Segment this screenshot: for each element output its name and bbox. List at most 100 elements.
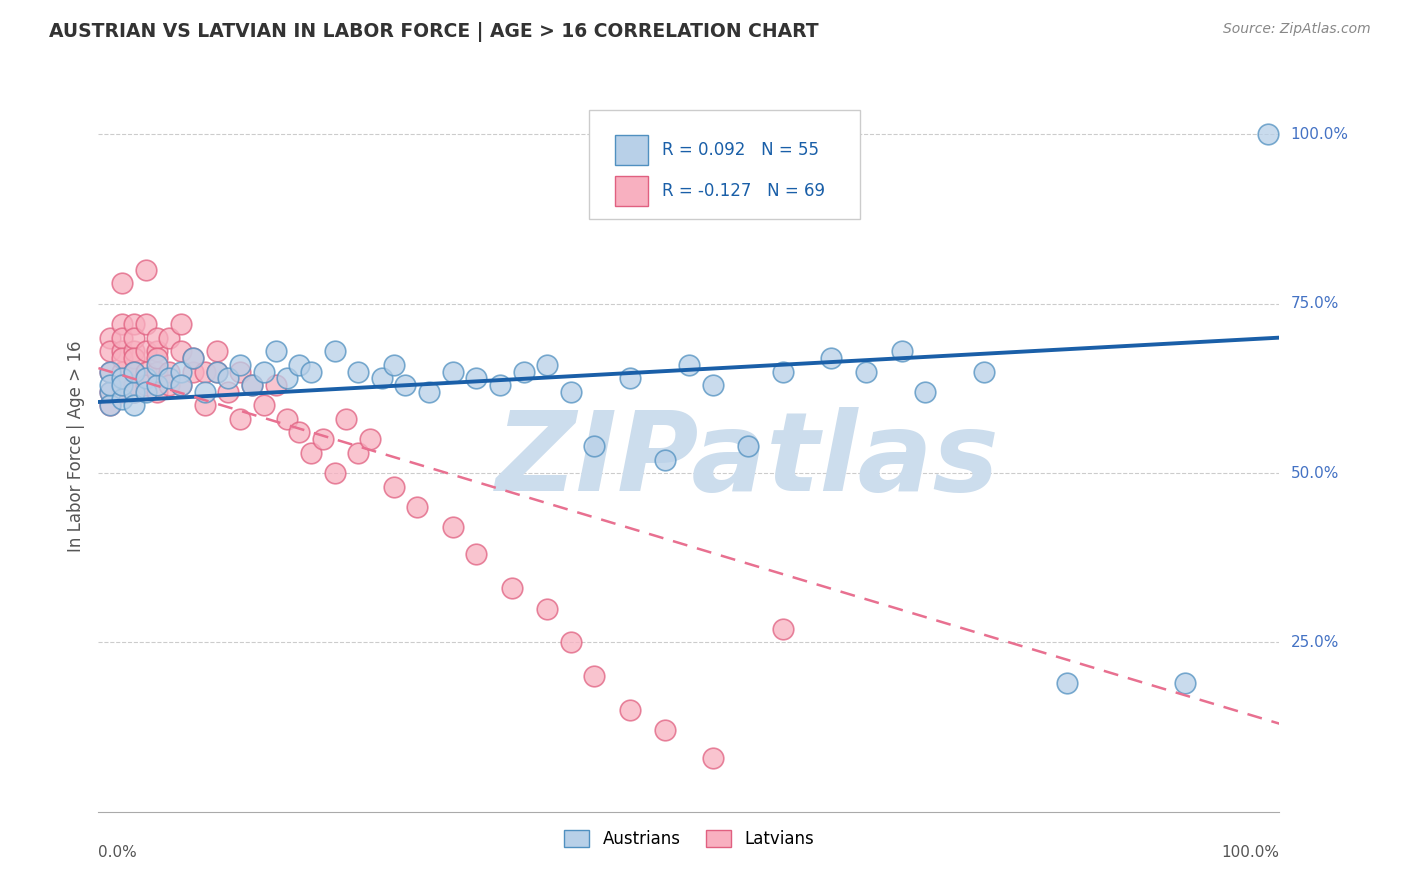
Point — [111, 317, 134, 331]
Point — [98, 364, 121, 378]
Point — [135, 378, 157, 392]
Point — [98, 398, 121, 412]
Point — [111, 378, 134, 392]
Point — [299, 446, 322, 460]
Point — [98, 378, 121, 392]
FancyBboxPatch shape — [589, 110, 860, 219]
Point — [288, 425, 311, 440]
Point — [560, 384, 582, 399]
Y-axis label: In Labor Force | Age > 16: In Labor Force | Age > 16 — [66, 340, 84, 552]
Point — [157, 331, 180, 345]
Point — [890, 344, 912, 359]
Point — [98, 384, 121, 399]
Point — [312, 432, 335, 446]
Point — [98, 331, 121, 345]
Point — [394, 378, 416, 392]
Point — [122, 364, 145, 378]
Point — [146, 378, 169, 392]
Point — [181, 351, 204, 365]
Point — [501, 581, 523, 595]
Point — [276, 412, 298, 426]
Point — [181, 364, 204, 378]
Point — [111, 364, 134, 378]
Point — [98, 398, 121, 412]
Point — [772, 364, 794, 378]
Text: R = 0.092   N = 55: R = 0.092 N = 55 — [662, 141, 818, 159]
Point — [1174, 676, 1197, 690]
Point — [170, 378, 193, 392]
Point — [441, 520, 464, 534]
Point — [217, 384, 239, 399]
Point — [253, 364, 276, 378]
Point — [111, 384, 134, 399]
Point — [157, 364, 180, 378]
Point — [146, 384, 169, 399]
Point — [654, 723, 676, 738]
Point — [347, 446, 370, 460]
Bar — [614, 135, 648, 166]
Point — [111, 344, 134, 359]
Point — [111, 331, 134, 345]
Point — [371, 371, 394, 385]
Text: 100.0%: 100.0% — [1291, 127, 1348, 142]
Point — [359, 432, 381, 446]
Point — [512, 364, 534, 378]
Point — [583, 669, 606, 683]
Point — [111, 371, 134, 385]
Point — [820, 351, 842, 365]
Point — [702, 378, 724, 392]
Point — [737, 439, 759, 453]
Point — [146, 331, 169, 345]
Point — [122, 317, 145, 331]
Point — [122, 351, 145, 365]
Point — [170, 364, 193, 378]
Point — [170, 344, 193, 359]
Point — [973, 364, 995, 378]
Point — [122, 364, 145, 378]
Point — [536, 358, 558, 372]
Point — [347, 364, 370, 378]
Legend: Austrians, Latvians: Austrians, Latvians — [558, 823, 820, 855]
Point — [98, 344, 121, 359]
Text: R = -0.127   N = 69: R = -0.127 N = 69 — [662, 182, 825, 200]
Point — [170, 317, 193, 331]
Point — [253, 398, 276, 412]
Point — [914, 384, 936, 399]
Text: Source: ZipAtlas.com: Source: ZipAtlas.com — [1223, 22, 1371, 37]
Text: 50.0%: 50.0% — [1291, 466, 1339, 481]
Point — [619, 371, 641, 385]
Point — [299, 364, 322, 378]
Text: AUSTRIAN VS LATVIAN IN LABOR FORCE | AGE > 16 CORRELATION CHART: AUSTRIAN VS LATVIAN IN LABOR FORCE | AGE… — [49, 22, 818, 42]
Point — [441, 364, 464, 378]
Text: 100.0%: 100.0% — [1222, 845, 1279, 860]
Text: 0.0%: 0.0% — [98, 845, 138, 860]
Point — [135, 364, 157, 378]
Point — [111, 351, 134, 365]
Point — [264, 344, 287, 359]
Point — [135, 344, 157, 359]
Point — [229, 364, 252, 378]
Point — [560, 635, 582, 649]
Point — [181, 351, 204, 365]
Point — [323, 466, 346, 480]
Point — [323, 344, 346, 359]
Point — [194, 398, 217, 412]
Point — [122, 384, 145, 399]
Point — [288, 358, 311, 372]
Point — [122, 398, 145, 412]
Point — [135, 263, 157, 277]
Point — [217, 371, 239, 385]
Point — [1257, 128, 1279, 142]
Point — [122, 378, 145, 392]
Point — [240, 378, 263, 392]
Text: 75.0%: 75.0% — [1291, 296, 1339, 311]
Point — [205, 344, 228, 359]
Point — [702, 750, 724, 764]
Point — [146, 364, 169, 378]
Point — [170, 378, 193, 392]
Point — [264, 378, 287, 392]
Point — [146, 351, 169, 365]
Point — [194, 364, 217, 378]
Point — [157, 371, 180, 385]
Point — [122, 344, 145, 359]
